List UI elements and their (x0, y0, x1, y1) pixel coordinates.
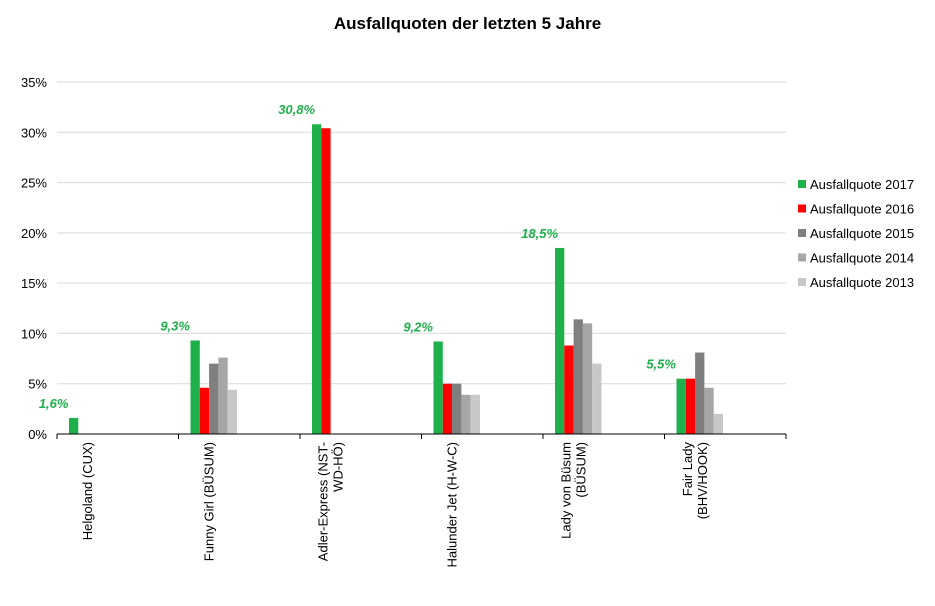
legend-swatch (798, 229, 806, 237)
legend-swatch (798, 204, 806, 213)
category-label-line: WD-HÖ) (330, 442, 345, 492)
bar (442, 383, 453, 434)
category-label: Adler-Express (NST- WD-HÖ) (315, 442, 345, 561)
gridlines (57, 81, 786, 385)
legend-label: Ausfallquote 2014 (810, 251, 914, 266)
y-tick-label: 20% (21, 226, 47, 241)
y-tick-label: 10% (21, 326, 47, 341)
category-label-line: (BHV/HOOK) (695, 442, 710, 519)
y-tick-label: 0% (28, 427, 47, 442)
legend: Ausfallquote 2017 Ausfallquote 2016 Ausfal… (798, 177, 914, 290)
y-tick-label: 30% (21, 125, 47, 140)
bar (592, 363, 602, 434)
category-label-line: Lady von Büsum (558, 442, 573, 539)
legend-swatch (798, 253, 806, 262)
category-label: Fair Lady (BHV/HOOK) (680, 442, 710, 520)
category-labels: Helgoland (CUX) Funny Girl (BÜSUM) Adler-E… (80, 442, 710, 568)
bar (227, 389, 237, 434)
data-label: 30,8% (278, 102, 315, 117)
bar (69, 417, 79, 434)
bar (218, 357, 228, 434)
bar (433, 341, 443, 434)
data-label: 9,3% (160, 318, 190, 333)
legend-swatch (798, 180, 806, 188)
x-axis (56, 433, 787, 439)
category-label: Lady von Büsum (BÜSUM) (558, 442, 588, 539)
category-label-line: Halunder Jet (H-W-C) (444, 442, 459, 567)
bar (573, 319, 583, 434)
bar (582, 323, 593, 434)
bar (564, 345, 574, 434)
y-tick-label: 15% (21, 276, 47, 291)
category-label-line: (BÜSUM) (573, 442, 588, 498)
legend-label: Ausfallquote 2016 (810, 202, 914, 217)
y-tick-label: 5% (28, 377, 47, 392)
legend-label: Ausfallquote 2015 (810, 226, 914, 241)
chart-title: Ausfallquoten der letzten 5 Jahre (333, 14, 602, 33)
bar (470, 394, 480, 434)
y-tick-label: 25% (21, 176, 47, 191)
bar (190, 340, 200, 434)
category-label: Halunder Jet (H-W-C) (444, 442, 459, 567)
bar (312, 124, 322, 435)
data-label: 18,5% (521, 226, 558, 241)
bars (69, 124, 723, 435)
legend-label: Ausfallquote 2013 (810, 275, 914, 290)
bar (199, 387, 210, 434)
bar (461, 394, 471, 434)
category-label: Funny Girl (BÜSUM) (201, 442, 216, 561)
bar (555, 247, 565, 434)
bar (704, 387, 714, 434)
legend-label: Ausfallquote 2017 (810, 177, 914, 192)
category-label-line: Funny Girl (BÜSUM) (201, 442, 216, 561)
category-label-line: Adler-Express (NST- (315, 442, 330, 561)
y-axis-ticks: 0% 5% 10% 15% 20% 25% 30% 35% (21, 75, 47, 442)
bar (209, 363, 219, 434)
data-label: 5,5% (646, 357, 676, 372)
data-labels: 1,6% 9,3% 30,8% 9,2% 18,5% 5,5% (39, 102, 677, 411)
y-tick-label: 35% (21, 75, 47, 90)
bar (685, 378, 696, 434)
data-label: 9,2% (403, 319, 433, 334)
data-label: 1,6% (39, 396, 69, 411)
bar (713, 413, 723, 434)
category-label-line: Fair Lady (680, 442, 695, 497)
legend-swatch (798, 278, 806, 286)
bar (321, 128, 331, 434)
bar (695, 352, 705, 434)
category-label: Helgoland (CUX) (80, 442, 95, 540)
category-label-line: Helgoland (CUX) (80, 442, 95, 540)
bar (452, 383, 462, 434)
bar (676, 378, 686, 434)
